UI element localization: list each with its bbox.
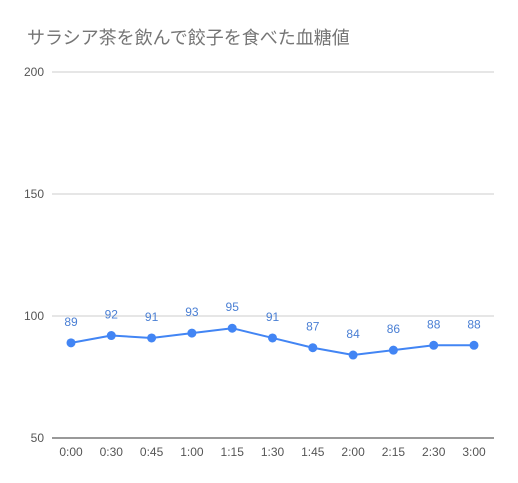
- data-label: 95: [226, 300, 240, 314]
- data-point: [348, 350, 358, 360]
- data-point: [308, 343, 318, 353]
- x-tick-label: 1:00: [180, 445, 204, 459]
- x-tick-label: 2:00: [341, 445, 365, 459]
- data-point: [388, 345, 398, 355]
- data-label: 88: [467, 317, 481, 331]
- data-point: [268, 333, 277, 343]
- data-label: 91: [266, 310, 280, 324]
- data-point: [147, 333, 157, 343]
- data-point: [227, 323, 237, 333]
- y-tick-label: 200: [24, 65, 44, 79]
- data-label: 89: [64, 315, 78, 329]
- data-label: 93: [185, 305, 199, 319]
- data-label: 92: [105, 308, 119, 322]
- data-point: [469, 340, 479, 350]
- x-tick-label: 2:30: [422, 445, 446, 459]
- y-tick-label: 100: [24, 309, 44, 323]
- x-tick-label: 1:45: [301, 445, 325, 459]
- data-point: [66, 338, 76, 348]
- data-point: [187, 328, 197, 338]
- x-tick-label: 2:15: [382, 445, 406, 459]
- x-tick-label: 1:30: [261, 445, 285, 459]
- data-label: 88: [427, 317, 441, 331]
- data-label: 86: [387, 322, 401, 336]
- data-label: 84: [346, 327, 360, 341]
- data-point: [429, 340, 439, 350]
- y-tick-label: 50: [31, 431, 45, 445]
- x-tick-label: 0:00: [59, 445, 83, 459]
- x-tick-label: 3:00: [462, 445, 486, 459]
- chart-title: サラシア茶を飲んで餃子を食べた血糖値: [27, 28, 350, 49]
- x-tick-label: 0:30: [100, 445, 124, 459]
- x-tick-label: 1:15: [221, 445, 245, 459]
- data-label: 91: [145, 310, 159, 324]
- x-tick-label: 0:45: [140, 445, 164, 459]
- data-point: [106, 331, 116, 341]
- data-label: 87: [306, 320, 320, 334]
- y-tick-label: 150: [24, 187, 44, 201]
